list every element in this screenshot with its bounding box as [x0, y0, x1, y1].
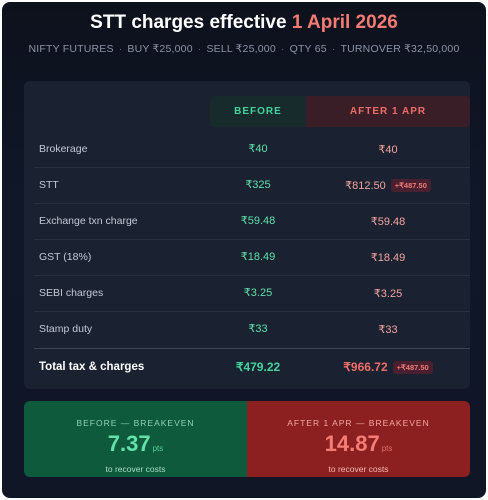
- total-increase-badge: +₹487.50: [392, 360, 433, 374]
- trade-summary: NIFTY FUTURES · BUY ₹25,000 · SELL ₹25,000 · Q…: [28, 43, 460, 55]
- row-label: GST (18%): [39, 251, 92, 263]
- after-cell: ₹40: [306, 131, 470, 167]
- column-header-before: BEFORE: [210, 96, 306, 127]
- before-value: ₹325: [245, 179, 271, 191]
- breakeven-before-value: 7.37: [107, 431, 151, 456]
- after-cell: ₹18.49: [306, 239, 470, 275]
- after-cell: ₹3.25: [306, 275, 470, 311]
- table-row: GST (18%) ₹18.49 ₹18.49: [34, 239, 470, 276]
- breakeven-after-box: AFTER 1 APR — BREAKEVEN 14.87 pts to reco…: [247, 401, 470, 477]
- after-value: ₹59.48: [370, 215, 406, 228]
- charges-table: BEFORE AFTER 1 APR Brokerage ₹40 ₹40 STT…: [24, 81, 470, 389]
- before-value: ₹18.49: [240, 251, 276, 263]
- total-before-value: ₹479.22: [235, 360, 281, 374]
- after-value: ₹40: [378, 143, 398, 156]
- breakeven-after-figure: 14.87 pts: [247, 433, 470, 460]
- row-label: Stamp duty: [39, 323, 93, 335]
- before-value: ₹3.25: [243, 287, 273, 299]
- page-title: STT charges effective 1 April 2026: [2, 12, 486, 34]
- row-label: Exchange txn charge: [39, 215, 138, 227]
- breakeven-before-figure: 7.37 pts: [24, 433, 247, 460]
- table-row: Stamp duty ₹33 ₹33: [34, 311, 470, 347]
- breakeven-before-box: BEFORE — BREAKEVEN 7.37 pts to recover co…: [24, 401, 247, 477]
- breakeven-after-unit: pts: [381, 444, 393, 453]
- breakeven-after-note: to recover costs: [328, 464, 389, 474]
- breakeven-after-caption: AFTER 1 APR — BREAKEVEN: [287, 418, 430, 428]
- after-cell: ₹59.48: [306, 203, 470, 239]
- after-value: ₹812.50: [345, 179, 386, 192]
- row-label: Brokerage: [39, 143, 88, 155]
- column-header-after: AFTER 1 APR: [306, 96, 470, 127]
- total-after-value: ₹966.72: [343, 360, 388, 374]
- title-prefix: STT charges effective: [90, 12, 287, 33]
- qty-label: QTY 65: [289, 43, 327, 55]
- turnover-label: TURNOVER ₹32,50,000: [340, 43, 460, 55]
- sell-label: SELL ₹25,000: [206, 43, 276, 55]
- after-cell: ₹812.50 +₹487.50: [306, 167, 470, 203]
- before-value: ₹40: [248, 143, 268, 155]
- table-row: Exchange txn charge ₹59.48 ₹59.48: [34, 203, 470, 240]
- title-date: 1 April 2026: [291, 12, 398, 33]
- before-value: ₹33: [248, 323, 268, 335]
- after-value: ₹33: [378, 323, 398, 336]
- before-value: ₹59.48: [240, 215, 276, 227]
- after-value: ₹18.49: [370, 251, 406, 264]
- row-label: STT: [39, 179, 59, 191]
- total-after-cell: ₹966.72 +₹487.50: [306, 349, 470, 385]
- instrument-label: NIFTY FUTURES: [28, 43, 114, 55]
- table-row: SEBI charges ₹3.25 ₹3.25: [34, 275, 470, 312]
- total-label: Total tax & charges: [39, 361, 145, 373]
- breakeven-after-value: 14.87: [324, 431, 380, 456]
- row-label: SEBI charges: [39, 287, 104, 299]
- table-row: STT ₹325 ₹812.50 +₹487.50: [34, 167, 470, 204]
- buy-label: BUY ₹25,000: [127, 43, 193, 55]
- breakeven-before-note: to recover costs: [105, 464, 166, 474]
- breakeven-before-unit: pts: [152, 444, 164, 453]
- total-row: Total tax & charges ₹479.22 ₹966.72 +₹487…: [34, 348, 470, 385]
- after-cell: ₹33: [306, 311, 470, 347]
- after-value: ₹3.25: [373, 287, 403, 300]
- table-row: Brokerage ₹40 ₹40: [34, 131, 470, 168]
- increase-badge: +₹487.50: [390, 178, 431, 192]
- breakeven-before-caption: BEFORE — BREAKEVEN: [76, 418, 195, 428]
